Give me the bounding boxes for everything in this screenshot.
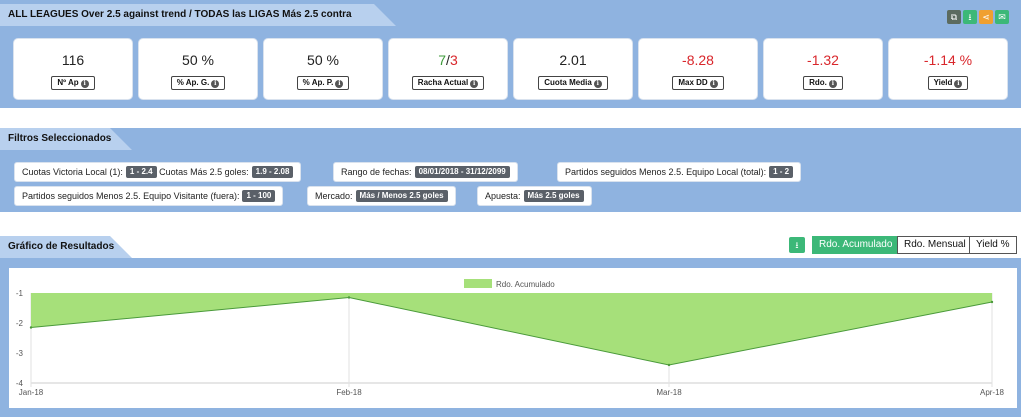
toggle-cumulative[interactable]: Rdo. Acumulado (812, 236, 900, 254)
stat-card-avg-odds: 2.01 Cuota Media i (513, 38, 633, 100)
stat-value: -1.32 (807, 52, 839, 68)
stat-card-max-dd: -8.28 Max DD i (638, 38, 758, 100)
stat-label[interactable]: Rdo. i (803, 76, 843, 90)
stat-card-loss-pct: 50 % % Ap. P. i (263, 38, 383, 100)
stat-label[interactable]: % Ap. G. i (170, 76, 226, 90)
info-icon: i (593, 80, 602, 88)
y-tick-label: -3 (16, 349, 24, 358)
stat-label[interactable]: Racha Actual i (411, 76, 485, 90)
results-title: Gráfico de Resultados (0, 236, 132, 258)
info-icon: i (211, 80, 220, 88)
y-tick-label: -1 (16, 289, 24, 298)
y-tick-label: -4 (16, 379, 24, 388)
stat-value: 50 % (182, 52, 214, 68)
results-chart: -1 -2 -3 -4 Jan-18 Feb-18 Mar-18 Apr-18 Rdo. Acu… (9, 268, 1017, 408)
stat-label[interactable]: Cuota Media i (538, 76, 608, 90)
info-icon: i (828, 80, 837, 88)
toggle-yield[interactable]: Yield % (969, 236, 1017, 254)
filters-title: Filtros Seleccionados (0, 128, 132, 150)
download-icon[interactable]: ⭳ (963, 10, 977, 24)
legend-swatch (464, 279, 492, 288)
x-tick-label: Apr-18 (980, 388, 1005, 397)
stat-label[interactable]: % Ap. P. i (296, 76, 350, 90)
page-title: ALL LEAGUES Over 2.5 against trend / TOD… (0, 4, 396, 26)
stat-value: -1.14 % (923, 52, 973, 68)
toggle-monthly[interactable]: Rdo. Mensual (897, 236, 973, 254)
stat-card-win-pct: 50 % % Ap. G. i (138, 38, 258, 100)
info-icon: i (470, 80, 479, 88)
data-point (990, 300, 994, 304)
info-icon: i (80, 80, 89, 88)
stat-card-appearances: 116 Nº Ap i (13, 38, 133, 100)
legend-label: Rdo. Acumulado (496, 280, 555, 289)
stat-card-yield: -1.14 % Yield i (888, 38, 1008, 100)
info-icon: i (954, 80, 963, 88)
filter-market: Mercado: Más / Menos 2.5 goles (307, 186, 456, 206)
area-fill (31, 293, 992, 365)
filter-odds: Cuotas Victoria Local (1): 1 - 2.4 Cuotas… (14, 162, 302, 182)
info-icon: i (335, 80, 344, 88)
filter-date-range: Rango de fechas: 08/01/2018 - 31/12/2099 (333, 162, 518, 182)
series-line (30, 296, 993, 366)
stat-value: 7/3 (438, 52, 458, 68)
x-tick-label: Mar-18 (656, 388, 682, 397)
stat-value: 2.01 (559, 52, 587, 68)
stat-value: -8.28 (682, 52, 714, 68)
download-chart-icon[interactable]: ⭳ (789, 237, 805, 253)
stat-value: 116 (61, 52, 85, 68)
copy-icon[interactable]: ⧉ (947, 10, 961, 24)
y-tick-label: -2 (16, 319, 24, 328)
stat-value: 50 % (307, 52, 339, 68)
email-icon[interactable]: ✉ (995, 10, 1009, 24)
stat-label[interactable]: Nº Ap i (51, 76, 95, 90)
stat-label[interactable]: Max DD i (672, 76, 724, 90)
filter-bet: Apuesta: Más 2.5 goles (477, 186, 592, 206)
share-icon[interactable]: ⋖ (979, 10, 993, 24)
filter-home-streak: Partidos seguidos Menos 2.5. Equipo Loca… (557, 162, 802, 182)
stat-label[interactable]: Yield i (927, 76, 969, 90)
x-tick-label: Jan-18 (19, 388, 44, 397)
data-point (347, 296, 351, 299)
data-point (667, 363, 671, 367)
stat-card-streak: 7/3 Racha Actual i (388, 38, 508, 100)
filter-away-streak: Partidos seguidos Menos 2.5. Equipo Visi… (14, 186, 284, 206)
x-tick-label: Feb-18 (336, 388, 362, 397)
data-point (29, 326, 33, 329)
stat-card-result: -1.32 Rdo. i (763, 38, 883, 100)
info-icon: i (709, 80, 718, 88)
